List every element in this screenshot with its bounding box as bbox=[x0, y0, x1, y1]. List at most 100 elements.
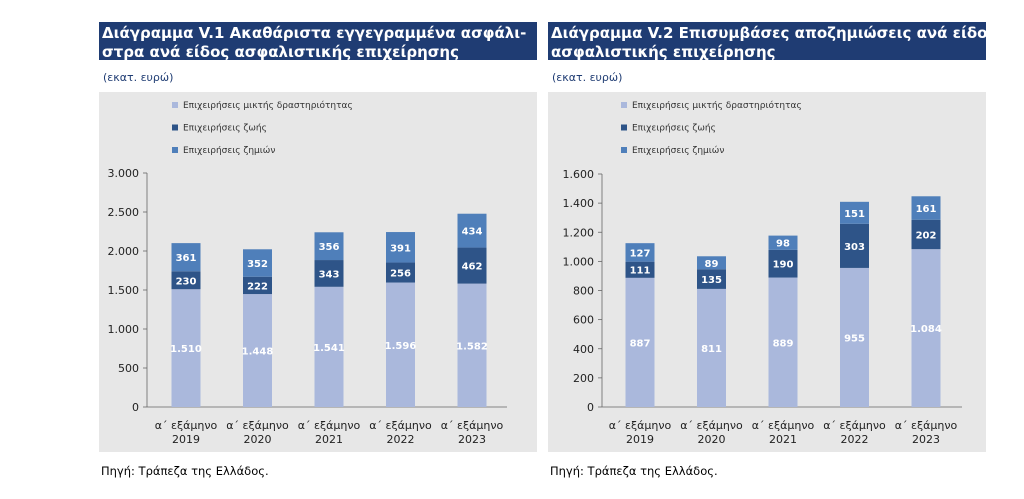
x-tick-label: α΄ εξάμηνο bbox=[298, 419, 361, 432]
x-tick-label: α΄ εξάμηνο bbox=[823, 419, 886, 432]
x-tick-label-year: 2021 bbox=[769, 433, 797, 446]
x-tick-label-year: 2020 bbox=[698, 433, 726, 446]
y-tick-label: 500 bbox=[118, 362, 139, 375]
legend-swatch-life bbox=[172, 124, 178, 131]
bar-life bbox=[457, 247, 487, 284]
bar-life bbox=[243, 276, 272, 295]
data-label-nonlife: 361 bbox=[176, 253, 197, 264]
y-tick-label: 0 bbox=[587, 401, 594, 414]
bar-mixed bbox=[171, 289, 201, 407]
y-tick-label: 1.200 bbox=[563, 226, 595, 239]
data-label-mixed: 955 bbox=[844, 333, 865, 344]
x-tick-label-year: 2019 bbox=[626, 433, 654, 446]
data-label-life: 462 bbox=[462, 262, 483, 273]
bar-life bbox=[386, 262, 415, 283]
x-tick-label: α΄ εξάμηνο bbox=[155, 419, 218, 432]
data-label-mixed: 1.596 bbox=[385, 341, 417, 352]
data-label-life: 202 bbox=[916, 230, 937, 241]
x-tick-label-year: 2023 bbox=[458, 433, 486, 446]
bar-mixed bbox=[457, 283, 487, 407]
y-tick-label: 1.500 bbox=[108, 284, 140, 297]
y-tick-label: 2.000 bbox=[108, 245, 140, 258]
chart-panel-premiums: Διάγραμμα V.1 Ακαθάριστα εγγεγραμμένα ασ… bbox=[99, 22, 537, 484]
legend-label-life: Επιχειρήσεις ζωής bbox=[632, 124, 716, 134]
y-tick-label: 1.600 bbox=[563, 168, 595, 181]
bar-mixed bbox=[386, 282, 415, 407]
y-tick-label: 3.000 bbox=[108, 167, 140, 180]
x-tick-label: α΄ εξάμηνο bbox=[441, 419, 504, 432]
unit-label: (εκατ. ευρώ) bbox=[552, 71, 623, 84]
data-label-life: 222 bbox=[247, 281, 268, 292]
bar-life bbox=[625, 261, 655, 278]
x-tick-label-year: 2022 bbox=[387, 433, 415, 446]
y-tick-label: 1.000 bbox=[108, 323, 140, 336]
data-label-life: 303 bbox=[844, 242, 865, 253]
legend-label-nonlife: Επιχειρήσεις ζημιών bbox=[183, 145, 275, 156]
bar-life bbox=[768, 249, 798, 278]
y-tick-label: 800 bbox=[573, 285, 594, 298]
y-tick-label: 0 bbox=[132, 401, 139, 414]
bar-mixed bbox=[911, 249, 941, 407]
bar-chart-claims: Επιχειρήσεις μικτής δραστηριότητας Επιχει… bbox=[563, 100, 962, 446]
data-label-mixed: 1.084 bbox=[910, 324, 942, 335]
data-label-life: 190 bbox=[773, 260, 794, 271]
legend-label-mixed: Επιχειρήσεις μικτής δραστηριότητας bbox=[632, 100, 802, 111]
data-label-nonlife: 89 bbox=[705, 259, 719, 270]
data-label-life: 135 bbox=[701, 275, 722, 286]
source-note: Πηγή: Τράπεζα της Ελλάδος. bbox=[550, 464, 718, 478]
data-label-nonlife: 391 bbox=[390, 243, 411, 254]
plot-area: Επιχειρήσεις μικτής δραστηριότητας Επιχει… bbox=[548, 92, 986, 452]
legend-swatch-mixed bbox=[172, 102, 178, 108]
data-label-mixed: 1.448 bbox=[242, 347, 274, 358]
data-label-mixed: 811 bbox=[701, 344, 722, 355]
unit-label: (εκατ. ευρώ) bbox=[103, 71, 174, 84]
y-tick-label: 2.500 bbox=[108, 206, 140, 219]
data-label-mixed: 1.582 bbox=[456, 341, 488, 352]
bar-life bbox=[911, 219, 941, 250]
data-label-nonlife: 98 bbox=[776, 239, 790, 250]
data-label-nonlife: 356 bbox=[319, 242, 340, 253]
data-label-nonlife: 434 bbox=[462, 227, 483, 238]
data-label-mixed: 1.541 bbox=[313, 343, 345, 354]
bar-chart-premiums: Επιχειρήσεις μικτής δραστηριότητας Επιχει… bbox=[108, 100, 507, 446]
bar-nonlife bbox=[625, 243, 655, 262]
bar-nonlife bbox=[314, 232, 344, 261]
legend-swatch-life bbox=[621, 124, 627, 131]
chart-title-line-1: Διάγραμμα V.2 Επισυμβάσες αποζημιώσεις α… bbox=[551, 24, 997, 42]
bar-mixed bbox=[697, 288, 726, 407]
chart-title-line-2: στρα ανά είδος ασφαλιστικής επιχείρησης bbox=[102, 43, 459, 61]
legend-label-nonlife: Επιχειρήσεις ζημιών bbox=[632, 145, 724, 156]
legend-swatch-nonlife bbox=[621, 147, 627, 153]
bar-life bbox=[697, 269, 726, 289]
data-label-mixed: 887 bbox=[630, 338, 651, 349]
x-tick-label: α΄ εξάμηνο bbox=[680, 419, 743, 432]
bar-nonlife bbox=[911, 196, 941, 220]
chart-title: Διάγραμμα V.1 Ακαθάριστα εγγεγραμμένα ασ… bbox=[99, 22, 537, 61]
bar-life bbox=[840, 223, 869, 268]
legend-swatch-mixed bbox=[621, 102, 627, 108]
y-tick-label: 400 bbox=[573, 343, 594, 356]
data-label-nonlife: 352 bbox=[247, 259, 268, 270]
data-label-life: 111 bbox=[630, 266, 651, 277]
legend-label-mixed: Επιχειρήσεις μικτής δραστηριότητας bbox=[183, 100, 353, 111]
x-tick-label: α΄ εξάμηνο bbox=[895, 419, 958, 432]
data-label-life: 230 bbox=[176, 276, 197, 287]
bar-nonlife bbox=[171, 243, 201, 272]
x-tick-label: α΄ εξάμηνο bbox=[752, 419, 815, 432]
y-tick-label: 600 bbox=[573, 314, 594, 327]
x-tick-label: α΄ εξάμηνο bbox=[369, 419, 432, 432]
data-label-mixed: 1.510 bbox=[170, 344, 202, 355]
data-label-life: 343 bbox=[319, 269, 340, 280]
bar-nonlife bbox=[457, 213, 487, 248]
x-tick-label-year: 2023 bbox=[912, 433, 940, 446]
bar-mixed bbox=[243, 294, 272, 407]
x-tick-label-year: 2019 bbox=[172, 433, 200, 446]
source-note: Πηγή: Τράπεζα της Ελλάδος. bbox=[101, 464, 269, 478]
x-tick-label-year: 2020 bbox=[244, 433, 272, 446]
bar-mixed bbox=[625, 277, 655, 407]
x-tick-label-year: 2021 bbox=[315, 433, 343, 446]
x-tick-label-year: 2022 bbox=[841, 433, 869, 446]
y-tick-label: 1.000 bbox=[563, 255, 595, 268]
chart-title: Διάγραμμα V.2 Επισυμβάσες αποζημιώσεις α… bbox=[548, 22, 997, 61]
data-label-nonlife: 161 bbox=[916, 204, 937, 215]
